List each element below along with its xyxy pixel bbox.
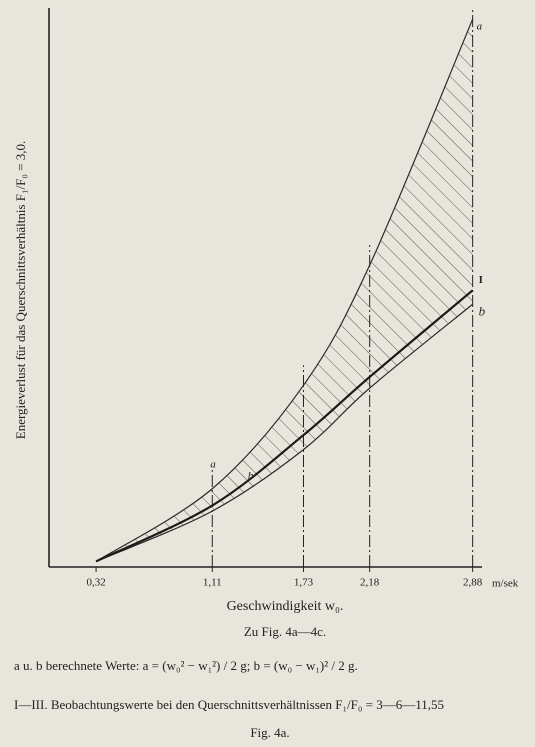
curve <box>95 18 474 562</box>
x-tick-label: 1,11 <box>203 577 222 589</box>
curve-label: a <box>210 458 216 470</box>
caption: Fig. 4a. <box>250 725 289 740</box>
curve-label: a <box>477 21 483 33</box>
curve <box>95 289 474 563</box>
x-tick-label: 2,88 <box>463 577 483 589</box>
x-tick-label: 1,73 <box>294 577 314 589</box>
x-axis-label: Geschwindigkeit w₀. <box>227 599 344 614</box>
curve-label: b <box>479 303 486 318</box>
x-tick-label: 2,18 <box>360 577 380 589</box>
hatched-area <box>96 19 473 562</box>
y-axis-label: Energieverlust für das Querschnittsverhä… <box>13 141 28 440</box>
caption: a u. b berechnete Werte: a = (w₀² − w₁²)… <box>14 658 358 673</box>
curve-label: b <box>248 470 254 482</box>
caption: I—III. Beobachtungswerte bei den Quersch… <box>14 697 444 712</box>
caption: Zu Fig. 4a—4c. <box>244 624 326 639</box>
x-tick-label: 0,32 <box>86 577 105 589</box>
curve <box>95 303 474 562</box>
x-unit: m/sek <box>492 578 519 590</box>
curve-label: I <box>479 274 483 286</box>
